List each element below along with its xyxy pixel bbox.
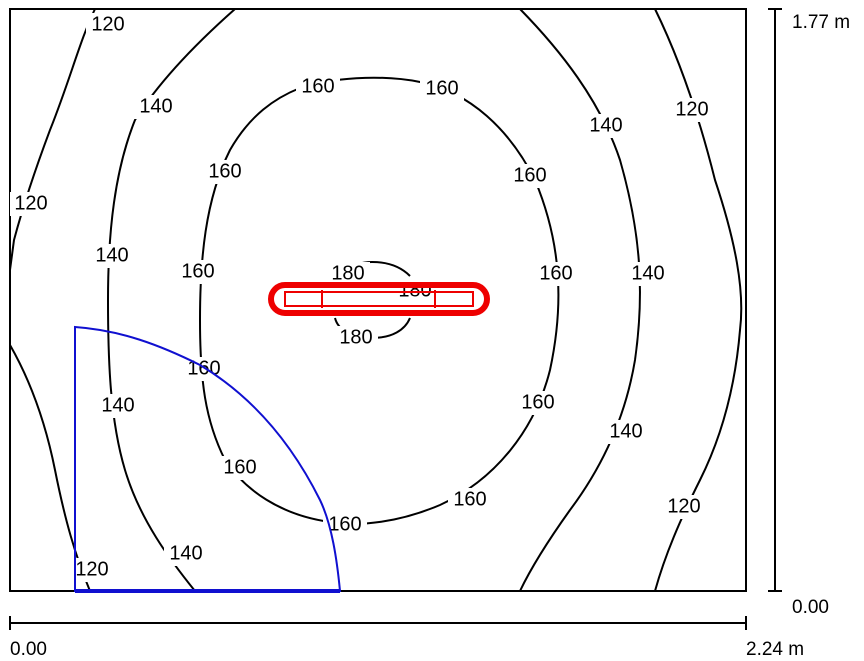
room-outline — [9, 8, 747, 592]
contour-label: 140 — [169, 542, 202, 564]
contour-label: 160 — [301, 75, 334, 97]
contour-label: 160 — [521, 391, 554, 413]
contour-label: 160 — [513, 164, 546, 186]
evaluation-area — [74, 325, 342, 592]
contour-140-left — [106, 8, 236, 592]
contour-label: 140 — [609, 420, 642, 442]
contour-label: 120 — [675, 98, 708, 120]
contour-label: 120 — [667, 495, 700, 517]
contour-label: 160 — [453, 488, 486, 510]
contour-label: 160 — [223, 456, 256, 478]
contour-label: 140 — [589, 114, 622, 136]
contour-140-right — [519, 8, 641, 592]
height-max-label: 1.77 m — [792, 12, 850, 33]
width-max-label: 2.24 m — [746, 639, 804, 660]
height-dimension: 1.77 m 0.00 — [768, 8, 850, 618]
luminaire-outline — [268, 282, 490, 316]
contour-label: 180 — [339, 326, 372, 348]
contour-label: 160 — [425, 77, 458, 99]
contour-labels: 120 140 160 160 140 120 120 140 160 160 … — [10, 13, 714, 582]
contour-label: 140 — [631, 262, 664, 284]
contour-label: 120 — [75, 558, 108, 580]
width-dimension: 0.00 2.24 m — [9, 616, 804, 660]
contour-label: 140 — [101, 394, 134, 416]
contour-label: 160 — [539, 262, 572, 284]
contour-label: 120 — [91, 13, 124, 35]
contour-label: 140 — [95, 244, 128, 266]
contour-label: 180 — [331, 262, 364, 284]
contour-label: 160 — [181, 260, 214, 282]
contour-120-left-lower — [9, 344, 91, 592]
luminaire-inner — [284, 291, 474, 307]
contour-label: 160 — [208, 160, 241, 182]
isolux-contours — [9, 8, 743, 592]
luminaire — [268, 282, 490, 316]
contour-label: 120 — [14, 192, 47, 214]
contour-120-top-left — [9, 8, 96, 271]
width-min-label: 0.00 — [10, 639, 47, 660]
contour-160-loop — [198, 76, 560, 525]
height-min-label: 0.00 — [792, 597, 829, 618]
contour-label: 140 — [139, 95, 172, 117]
contour-label: 160 — [328, 513, 361, 535]
